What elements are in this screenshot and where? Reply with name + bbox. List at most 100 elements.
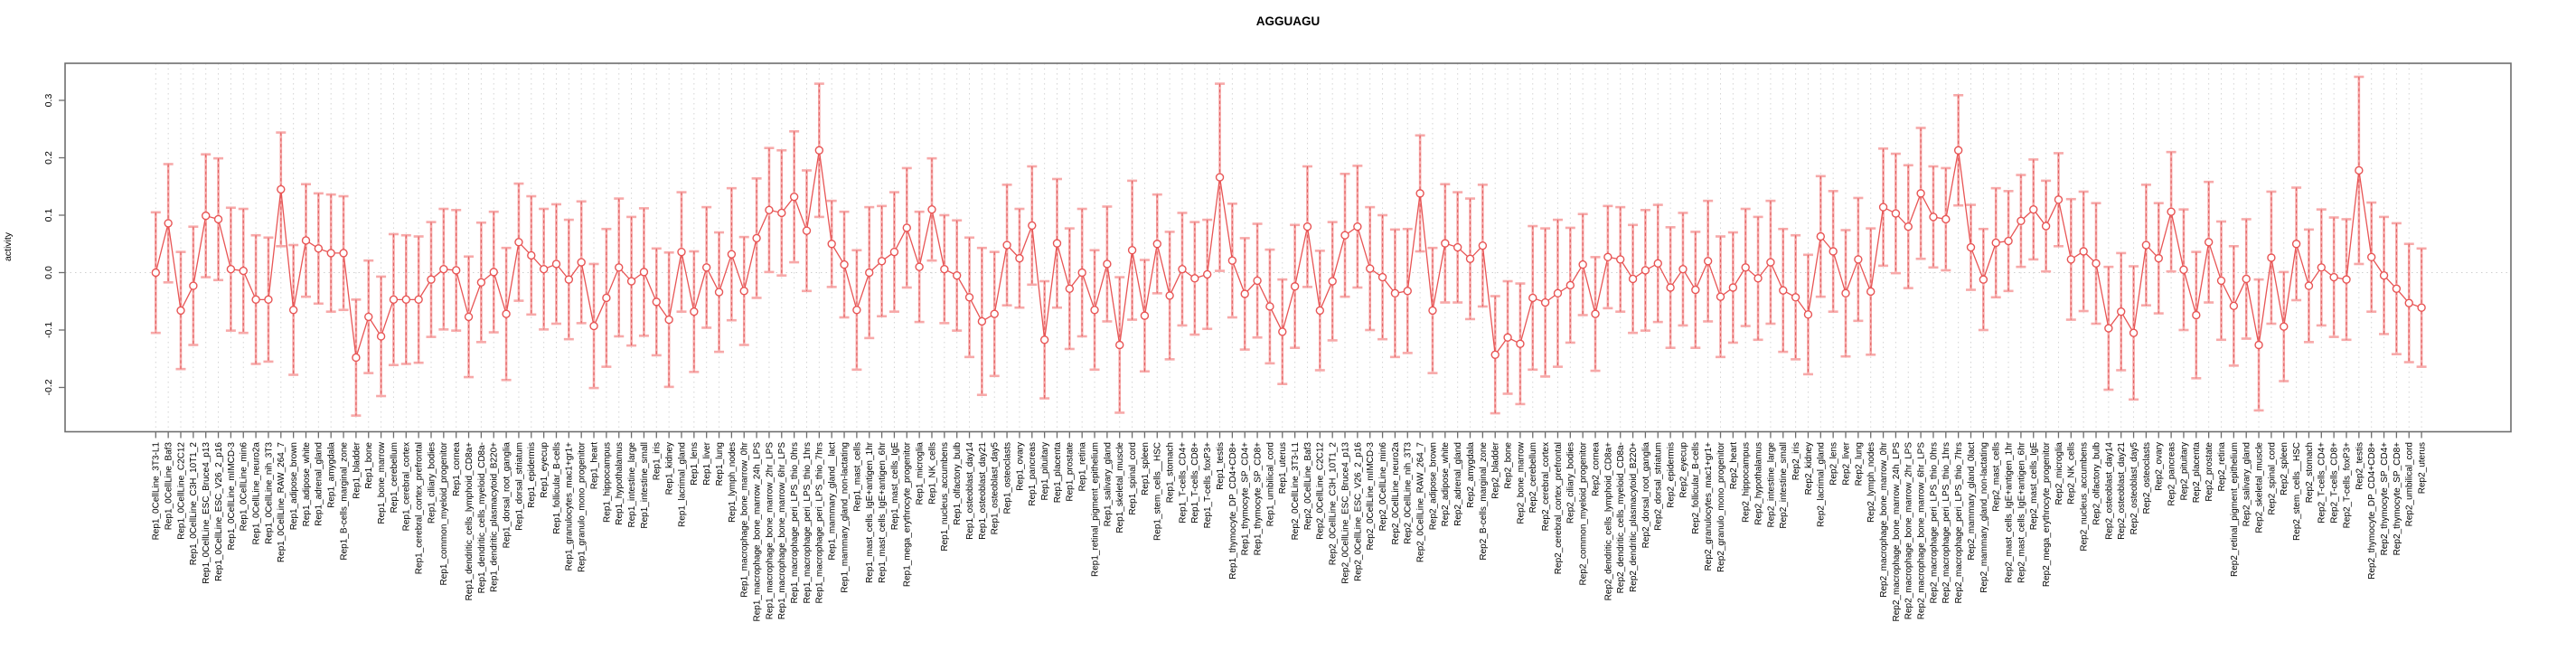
x-tick-label: Rep2_dorsal_root_ganglia [1641,442,1651,549]
x-tick-label: Rep2_0CellLine_RAW_264_7 [1416,442,1426,562]
x-tick-label: Rep2_hypothalamus [1753,442,1763,525]
data-point [877,257,887,266]
data-point [1315,306,1325,316]
data-point [990,309,999,318]
x-tick-label: Rep1_thymocyte_DP_CD4+CD8+ [1228,442,1238,580]
x-tick-label: Rep2_dendritic_plasmacytoid_B220+ [1629,442,1639,592]
x-tick-label: Rep2_stomach [2305,442,2315,503]
x-tick-label: Rep1_dendritic_cells_lymphoid_CD8a+ [465,442,475,601]
data-point [364,312,373,322]
x-tick-label: Rep1_mast_cells_IgE [890,442,900,531]
data-point [1991,238,2000,248]
data-point [2017,216,2026,226]
data-point [865,268,874,278]
x-tick-label: Rep1_pancreas [1028,442,1038,506]
x-tick-label: Rep2_dendritic_cells_lymphoid_CD8a+ [1603,442,1613,601]
x-tick-label: Rep1_mammary_gland_non-lactating [840,442,850,593]
data-point [1854,255,1863,264]
data-point [1616,255,1625,264]
data-point [814,146,824,155]
data-point [2054,195,2064,204]
data-point [2092,259,2101,269]
x-tick-label: Rep1_osteoblast_day21 [978,442,988,540]
data-point [1666,283,1675,292]
x-tick-label: Rep2_ovary [2155,442,2165,491]
data-point [376,332,386,341]
x-tick-label: Rep2_intestine_large [1766,442,1776,528]
x-tick-label: Rep1_nucleus_accumbens [940,442,950,552]
data-point [765,205,774,214]
x-tick-label: Rep2_T-cells_CD4+ [2317,442,2327,524]
data-point [1678,264,1688,274]
data-point [1478,241,1488,250]
data-point [1816,231,1826,241]
x-tick-label: Rep1_eyecup [540,442,550,498]
data-point [1553,288,1563,298]
data-point [1766,258,1775,267]
data-point [615,263,624,272]
x-tick-label: Rep1_placenta [1053,442,1063,504]
x-tick-label: Rep2_lymph_nodes [1866,442,1876,523]
x-tick-label: Rep2_osteoclasts [2142,442,2152,514]
x-tick-label: Rep1_osteoblast_day5 [991,442,1001,535]
x-tick-label: Rep2_granulocytes_mac1+gr1+ [1704,442,1714,571]
x-tick-label: Rep1_thymocyte_SP_CD8+ [1253,442,1263,556]
data-point [1904,222,1913,231]
data-point [1178,264,1187,274]
x-tick-label: Rep1_microglia [916,442,926,505]
data-point [1866,287,1876,297]
x-tick-label: Rep1_macrophage_peri_LPS_thio_0hrs [790,442,800,603]
data-point [902,223,911,232]
data-point [2154,253,2163,263]
data-point [2355,165,2364,175]
data-point [2066,255,2076,264]
data-point [1039,335,1049,344]
data-point [564,275,574,284]
chart-title: AGGUAGU [1255,14,1321,28]
data-point [1753,274,1763,283]
x-tick-label: Rep1_spleen [1141,442,1151,495]
x-tick-label: Rep1_NK_cells [927,442,937,505]
x-tick-label: Rep1_cerebellum [390,442,400,513]
data-point [701,263,711,272]
data-point [1841,288,1850,298]
data-point [1340,231,1349,240]
data-point [551,259,561,269]
data-point [1490,350,1500,360]
data-point [1516,339,1525,348]
data-point [1077,268,1086,278]
x-tick-label: Rep1_macrophage_bone_marrow_2hr_LPS [765,442,775,620]
data-point [2216,276,2226,286]
x-tick-label: Rep2_pancreas [2167,442,2177,506]
x-tick-label: Rep1_0CellLine_C3H_10T1_2 [189,442,199,566]
data-point [151,268,161,278]
x-tick-label: Rep2_heart [1729,442,1739,489]
data-point [1065,284,1075,293]
data-point [1641,266,1650,275]
data-point [176,306,185,316]
y-tick-label: -0.2 [43,379,54,395]
data-point [2229,301,2239,311]
data-point [1653,259,1662,269]
data-point [1703,257,1713,266]
x-tick-label: Rep1_macrophage_peri_LPS_thio_7hrs [815,442,825,603]
x-tick-label: Rep1_mast_cells [852,442,862,512]
data-point [652,297,661,307]
x-tick-label: Rep1_osteoclasts [1002,442,1012,514]
data-point [1253,276,1262,286]
x-tick-label: Rep1_0CellLine_Baf3 [165,442,174,531]
data-point [2304,281,2314,290]
data-point [414,295,423,305]
data-point [1591,309,1600,318]
x-tick-label: Rep2_mammary_gland_0lact [1967,442,1977,561]
data-point [915,262,924,271]
x-tick-label: Rep2_eyecup [1678,442,1688,498]
data-point [476,278,486,287]
data-point [952,270,962,280]
x-tick-label: Rep1_bone [364,442,374,489]
data-point [189,281,198,290]
data-point [1028,221,1037,231]
data-point [2117,307,2126,316]
data-point [1215,173,1225,182]
data-point [239,266,248,276]
